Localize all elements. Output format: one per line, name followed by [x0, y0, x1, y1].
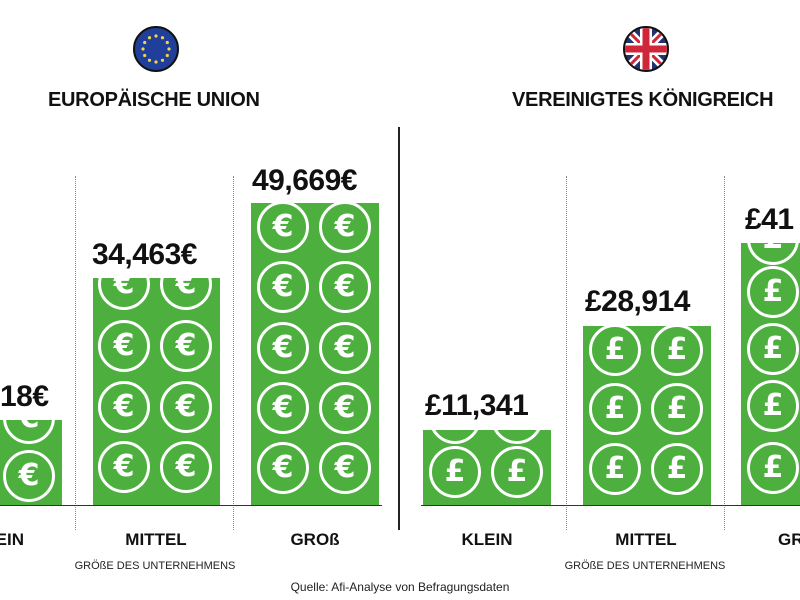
- value-label-eu-gross: 49,669€: [252, 164, 357, 197]
- category-separator: [233, 176, 234, 530]
- pound-coin-icon: £: [589, 383, 641, 435]
- euro-coin-icon: €: [319, 322, 371, 374]
- value-label-uk-gross: £41: [745, 203, 794, 236]
- pound-coin-icon: £: [429, 446, 481, 498]
- euro-coin-icon: €: [3, 420, 55, 444]
- axis-label-eu: GRÖßE DES UNTERNEHMENS: [74, 560, 236, 572]
- category-separator: [75, 176, 76, 530]
- value-label-uk-klein: £11,341: [425, 389, 529, 422]
- euro-coin-icon: €: [160, 320, 212, 372]
- value-label-uk-mittel: £28,914: [585, 285, 690, 318]
- euro-coin-icon: €: [160, 278, 212, 310]
- euro-coin-icon: €: [257, 382, 309, 434]
- bar-uk-klein: £ £ £ £: [423, 430, 551, 505]
- category-label-uk-klein: KLEIN: [461, 530, 513, 549]
- euro-coin-icon: €: [319, 261, 371, 313]
- euro-coin-icon: €: [257, 442, 309, 494]
- euro-coin-icon: €: [257, 261, 309, 313]
- pound-coin-icon: £: [747, 380, 799, 432]
- value-label-eu-mittel: 34,463€: [92, 238, 197, 271]
- pound-coin-icon: £: [747, 323, 799, 375]
- panel-divider: [398, 127, 400, 530]
- category-label-eu-klein: EIN: [0, 530, 24, 549]
- pound-coin-icon: £: [491, 446, 543, 498]
- euro-coin-icon: €: [319, 203, 371, 253]
- pound-coin-icon: £: [747, 266, 799, 318]
- baseline-uk: [421, 505, 800, 506]
- euro-coin-icon: €: [3, 450, 55, 502]
- bar-uk-mittel: £ £ £ £ £ £: [583, 326, 711, 505]
- euro-coin-icon: €: [98, 278, 150, 310]
- bar-uk-gross: £ £ £ £ £: [741, 243, 800, 505]
- uk-flag-icon: [623, 26, 669, 72]
- pound-coin-icon: £: [651, 443, 703, 495]
- pound-coin-icon: £: [429, 430, 481, 444]
- panel-title-uk: VEREINIGTES KÖNIGREICH: [512, 89, 774, 111]
- bar-eu-gross: € € € € € € € € € €: [251, 203, 379, 505]
- pound-coin-icon: £: [747, 243, 799, 265]
- pound-coin-icon: £: [589, 443, 641, 495]
- baseline-eu: [0, 505, 382, 506]
- pound-coin-icon: £: [747, 442, 799, 494]
- euro-coin-icon: €: [257, 322, 309, 374]
- euro-coin-icon: €: [319, 442, 371, 494]
- bar-eu-mittel: € € € € € € € €: [93, 278, 220, 505]
- euro-coin-icon: €: [319, 382, 371, 434]
- axis-label-uk: GRÖßE DES UNTERNEHMENS: [564, 560, 726, 572]
- value-label-eu-klein: 18€: [0, 380, 49, 413]
- euro-coin-icon: €: [257, 203, 309, 253]
- category-label-eu-gross: GROß: [290, 530, 340, 549]
- category-label-eu-mittel: MITTEL: [125, 530, 187, 549]
- euro-coin-icon: €: [98, 441, 150, 493]
- pound-coin-icon: £: [589, 326, 641, 376]
- source-note: Quelle: Afi-Analyse von Befragungsdaten: [290, 580, 510, 594]
- panel-title-eu: EUROPÄISCHE UNION: [48, 89, 260, 111]
- bar-eu-klein: € €: [0, 420, 62, 505]
- pound-coin-icon: £: [651, 326, 703, 376]
- eu-flag-icon: [133, 26, 179, 72]
- category-label-uk-mittel: MITTEL: [615, 530, 677, 549]
- category-separator: [724, 176, 725, 530]
- euro-coin-icon: €: [98, 381, 150, 433]
- category-label-uk-gross: GR: [778, 530, 800, 549]
- euro-coin-icon: €: [160, 381, 212, 433]
- category-separator: [566, 176, 567, 530]
- euro-coin-icon: €: [160, 441, 212, 493]
- euro-coin-icon: €: [98, 320, 150, 372]
- pound-coin-icon: £: [651, 383, 703, 435]
- pound-coin-icon: £: [491, 430, 543, 444]
